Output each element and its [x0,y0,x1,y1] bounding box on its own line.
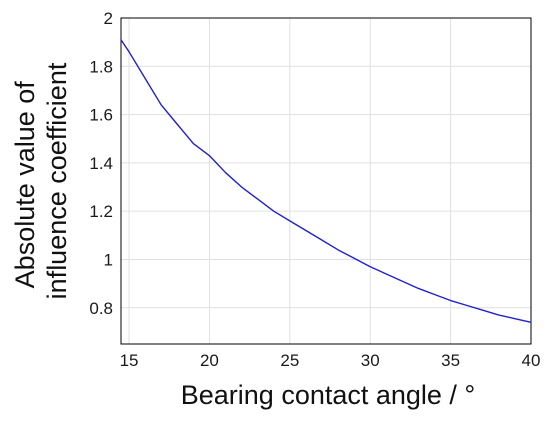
y-axis-ticks: 0.8 1 1.2 1.4 1.6 1.8 2 [89,9,113,318]
series-line [120,39,532,323]
y-axis-title-line-2: influence coefficient [42,62,72,299]
data-layer [120,39,532,323]
x-tick-label: 15 [120,351,139,370]
x-axis-ticks: 15 20 25 30 35 40 [120,351,541,370]
y-tick-label: 2 [104,9,113,28]
y-tick-label: 1.4 [89,154,113,173]
y-tick-label: 1.8 [89,57,113,76]
x-tick-label: 30 [361,351,380,370]
plot-area-frame [120,17,532,345]
y-axis-title-line-1: Absolute value of [10,81,40,289]
y-tick-label: 1.2 [89,202,113,221]
grid-lines [121,17,532,344]
x-axis-title: Bearing contact angle / ° [181,380,475,410]
y-axis-title: Absolute value of influence coefficient [10,62,72,299]
x-tick-label: 40 [522,351,541,370]
x-tick-label: 25 [280,351,299,370]
x-tick-label: 35 [441,351,460,370]
x-tick-label: 20 [200,351,219,370]
y-tick-label: 0.8 [89,299,113,318]
y-tick-label: 1.6 [89,106,113,125]
y-tick-label: 1 [104,250,113,269]
